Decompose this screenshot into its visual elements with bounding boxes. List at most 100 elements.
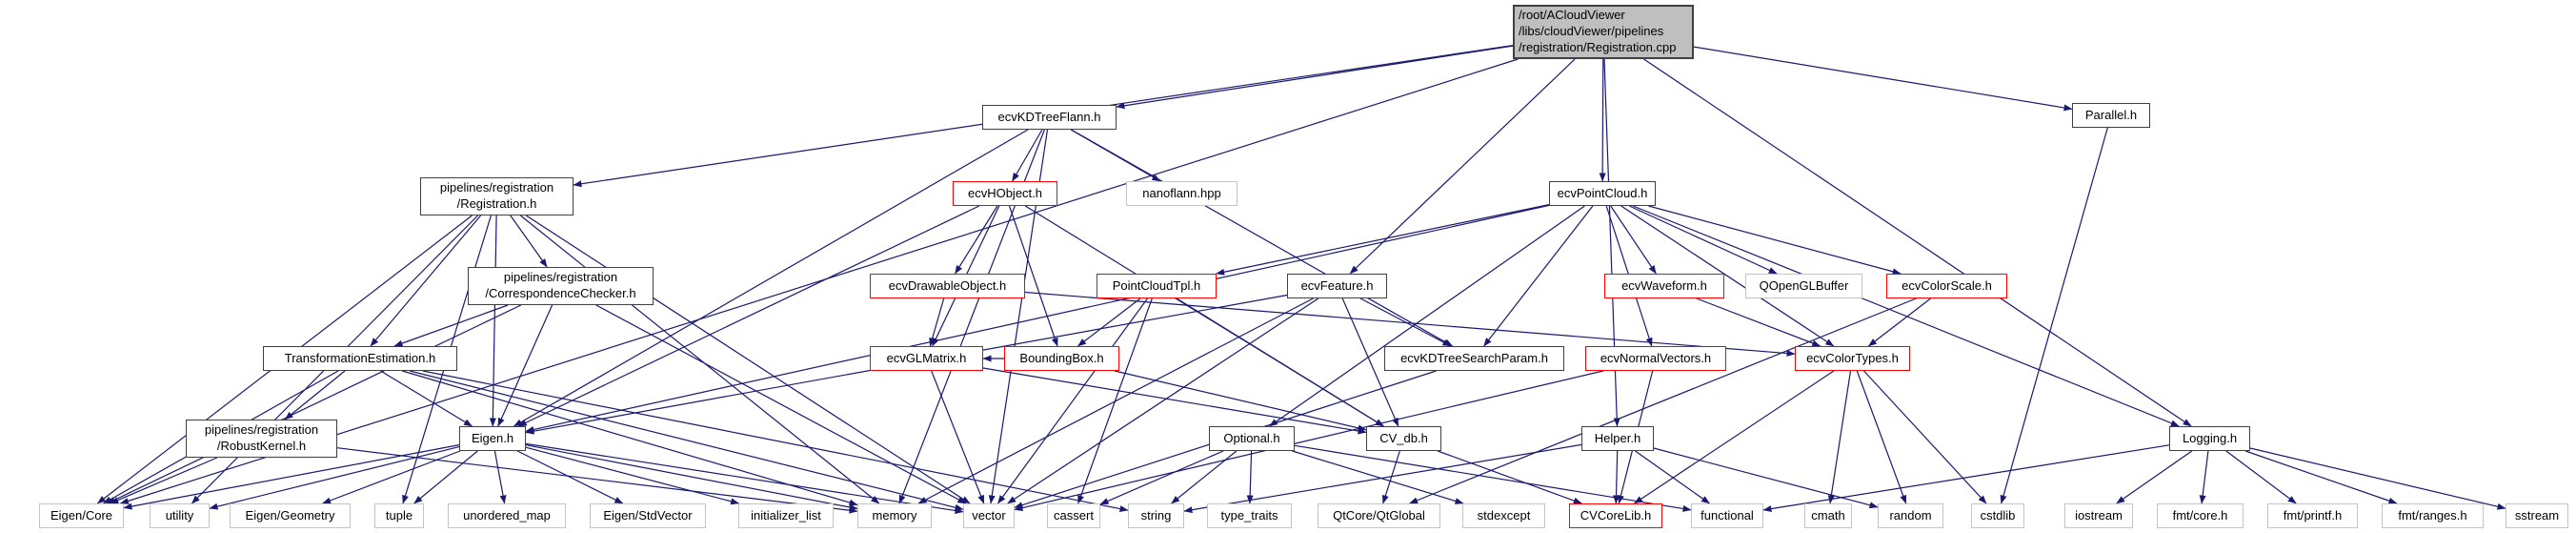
- include-edge-colorscale-to-colortypes: [1868, 297, 1931, 347]
- include-edge-transest-to-vector: [409, 370, 964, 511]
- graph-node-memory: memory: [857, 503, 932, 528]
- edge-lines: [97, 45, 2506, 514]
- graph-node-label: ecvWaveform.h: [1621, 277, 1707, 293]
- graph-node-label: stdexcept: [1477, 507, 1531, 523]
- graph-node-drawable[interactable]: ecvDrawableObject.h: [870, 274, 1025, 298]
- include-edge-kdtreeflann-to-eigen_h: [513, 129, 1029, 427]
- graph-node-label: PointCloudTpl.h: [1112, 277, 1201, 293]
- graph-node-label: utility: [165, 507, 194, 523]
- graph-node-label: vector: [972, 507, 1006, 523]
- include-edge-eigen_h-to-utility: [209, 446, 460, 510]
- include-edge-helper-to-cvcorelib: [1613, 450, 1620, 504]
- graph-node-hobject[interactable]: ecvHObject.h: [953, 181, 1057, 206]
- include-edge-registration_h-to-correspondence: [510, 215, 548, 268]
- include-edge-glmatrix-to-vector: [931, 370, 985, 504]
- graph-node-cvcorelib[interactable]: CVCoreLib.h: [1569, 503, 1662, 528]
- graph-node-logging[interactable]: Logging.h: [2169, 426, 2250, 451]
- graph-node-vector: vector: [963, 503, 1015, 528]
- graph-node-cvdb[interactable]: CV_db.h: [1366, 426, 1441, 451]
- include-edge-logging-to-sstream: [2249, 447, 2506, 510]
- graph-node-pcltpl[interactable]: PointCloudTpl.h: [1097, 274, 1217, 298]
- include-edge-correspondence-to-eigen_h: [497, 304, 553, 427]
- graph-node-helper[interactable]: Helper.h: [1581, 426, 1654, 451]
- include-edge-registration_h-to-eigen_h: [489, 215, 497, 427]
- include-edge-cvdb-to-cvcorelib: [1437, 450, 1582, 504]
- include-edge-registration_h-to-memory: [520, 215, 880, 504]
- graph-node-glmatrix[interactable]: ecvGLMatrix.h: [870, 346, 983, 371]
- graph-node-qopenglbuffer: QOpenGLBuffer: [1745, 274, 1862, 298]
- include-edge-pointcloud-to-pcltpl: [1216, 204, 1550, 276]
- include-edge-colortypes-to-cvcorelib: [1634, 370, 1835, 504]
- graph-node-kdtreeflann[interactable]: ecvKDTreeFlann.h: [982, 105, 1117, 130]
- include-edge-pointcloud-to-eigen_h: [525, 204, 1550, 433]
- include-edge-colortypes-to-cmath: [1827, 370, 1852, 504]
- graph-node-robustkernel[interactable]: pipelines/registration/RobustKernel.h: [186, 420, 337, 458]
- include-edge-optional-to-typetraits: [1246, 450, 1254, 504]
- graph-node-eigencore: Eigen/Core: [39, 503, 124, 528]
- graph-node-correspondence[interactable]: pipelines/registration/CorrespondenceChe…: [468, 267, 654, 305]
- graph-node-fmtranges: fmt/ranges.h: [2382, 503, 2484, 528]
- graph-node-label: initializer_list: [751, 507, 821, 523]
- graph-node-label: fmt/core.h: [2172, 507, 2228, 523]
- graph-node-eigen_h[interactable]: Eigen.h: [459, 426, 526, 451]
- graph-node-label: ecvPointCloud.h: [1557, 185, 1648, 200]
- include-edge-colorscale-to-qtcoreqtglobal: [1409, 297, 1917, 504]
- include-edge-root-to-kdtreeflann: [1116, 45, 1514, 110]
- graph-node-label: Eigen/StdVector: [603, 507, 693, 523]
- graph-node-iostream: iostream: [2064, 503, 2133, 528]
- graph-node-label: ecvKDTreeFlann.h: [997, 109, 1101, 124]
- graph-node-label: ecvNormalVectors.h: [1600, 350, 1712, 365]
- graph-node-kdsearchparam[interactable]: ecvKDTreeSearchParam.h: [1384, 346, 1564, 371]
- graph-node-registration_h[interactable]: pipelines/registration/Registration.h: [420, 177, 574, 215]
- include-edge-correspondence-to-eigencore: [107, 304, 522, 504]
- include-edge-root-to-logging: [1643, 58, 2192, 427]
- graph-node-normalvectors[interactable]: ecvNormalVectors.h: [1585, 346, 1726, 371]
- include-edge-pointcloud-to-colorscale: [1648, 205, 1902, 276]
- graph-node-parallel[interactable]: Parallel.h: [2072, 103, 2150, 128]
- include-edge-correspondence-to-vector: [595, 304, 967, 504]
- graph-node-eigengeometry: Eigen/Geometry: [230, 503, 351, 528]
- include-edge-bbox-to-cvdb: [1114, 370, 1367, 432]
- include-edge-registration_h-to-transest: [370, 215, 482, 347]
- graph-node-label: /registration/Registration.cpp: [1519, 39, 1677, 54]
- include-edge-eigen_h-to-eigenstdvector: [516, 450, 624, 504]
- graph-node-label: cstdlib: [1980, 507, 2016, 523]
- graph-node-fmtprintf: fmt/printf.h: [2267, 503, 2358, 528]
- graph-node-unorderedmap: unordered_map: [448, 503, 566, 528]
- graph-node-pointcloud[interactable]: ecvPointCloud.h: [1549, 181, 1656, 206]
- include-edge-pcltpl-to-bbox: [1077, 297, 1141, 347]
- graph-node-feature[interactable]: ecvFeature.h: [1287, 274, 1387, 298]
- include-edge-eigen_h-to-vector: [525, 442, 964, 514]
- graph-node-label: ecvColorTypes.h: [1806, 350, 1899, 365]
- include-edge-root-to-pointcloud: [1599, 58, 1606, 182]
- include-edge-pcltpl-to-vector: [997, 297, 1148, 504]
- graph-node-label: cassert: [1054, 507, 1094, 523]
- graph-node-colorscale[interactable]: ecvColorScale.h: [1886, 274, 2007, 298]
- graph-node-waveform[interactable]: ecvWaveform.h: [1604, 274, 1724, 298]
- include-edge-colortypes-to-random: [1856, 370, 1907, 504]
- graph-node-colortypes[interactable]: ecvColorTypes.h: [1795, 346, 1910, 371]
- include-edge-feature-to-memory: [917, 297, 1314, 504]
- graph-node-label: Eigen.h: [471, 430, 514, 445]
- graph-node-label: /Registration.h: [456, 196, 537, 211]
- graph-node-functional: functional: [1691, 503, 1763, 528]
- graph-node-label: CVCoreLib.h: [1580, 507, 1652, 523]
- include-edge-transest-to-eigen_h: [380, 370, 473, 427]
- graph-node-fmtcore: fmt/core.h: [2157, 503, 2244, 528]
- graph-node-label: cmath: [1811, 507, 1845, 523]
- include-edge-transest-to-memory: [402, 370, 858, 506]
- graph-node-label: type_traits: [1220, 507, 1278, 523]
- graph-node-string: string: [1128, 503, 1184, 528]
- graph-node-transest[interactable]: TransformationEstimation.h: [263, 346, 457, 371]
- include-edge-pointcloud-to-optional: [1269, 205, 1585, 427]
- graph-node-initializerlist: initializer_list: [738, 503, 834, 528]
- graph-node-label: Eigen/Core: [50, 507, 113, 523]
- graph-node-label: TransformationEstimation.h: [284, 350, 436, 365]
- graph-node-optional[interactable]: Optional.h: [1209, 426, 1295, 451]
- include-edge-root-to-parallel: [1693, 46, 2073, 112]
- graph-node-bbox[interactable]: BoundingBox.h: [1004, 346, 1119, 371]
- include-edge-hobject-to-drawable: [955, 205, 998, 275]
- include-edge-helper-to-string: [1183, 443, 1582, 514]
- graph-node-label: QOpenGLBuffer: [1759, 277, 1849, 293]
